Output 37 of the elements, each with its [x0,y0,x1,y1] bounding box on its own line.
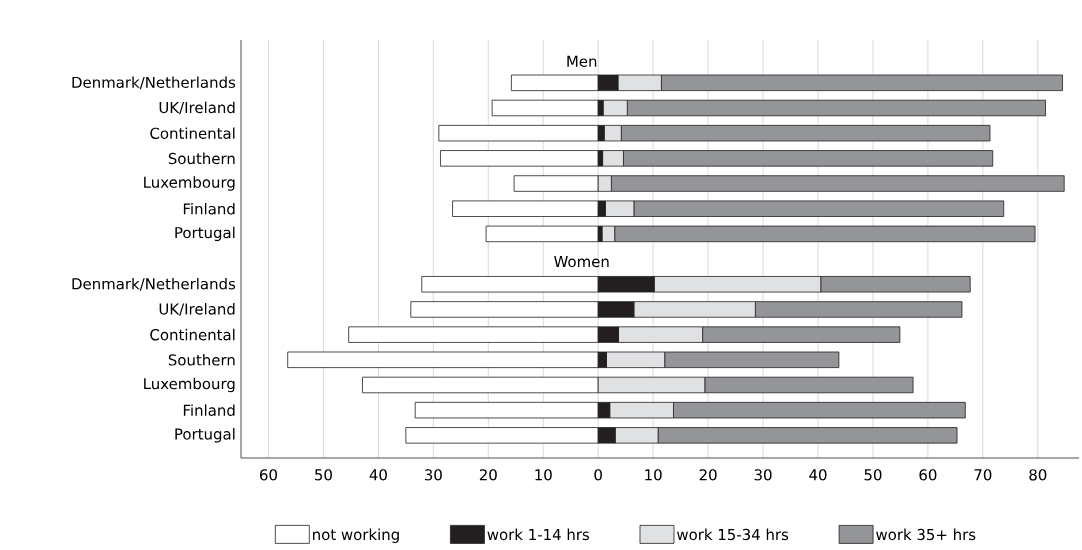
x-tick-label: 60 [260,469,277,481]
legend-label: not working [313,528,399,544]
bar [440,150,599,167]
y-tick-label: Finland [183,202,235,215]
x-tick-label: 30 [424,469,442,481]
x-tick-label: 50 [864,469,882,481]
y-tick-label: Portugal [175,428,235,443]
y-tick-label: Portugal [175,226,235,242]
y-tick-label: UK/Ireland [159,303,235,316]
y-tick-label: Continental [150,328,235,341]
y-tick-label: Southern [168,354,235,366]
y-tick-label: Denmark/Netherlands [72,76,236,90]
x-tick-label: 40 [809,469,827,481]
y-tick-label: Luxembourg [144,377,235,393]
x-tick-label: 80 [1029,469,1047,481]
y-tick-label: Continental [150,127,235,139]
x-tick-label: 20 [699,469,717,481]
text: Men [567,55,597,67]
x-tick-label: 0 [594,469,602,481]
y-tick-label: Luxembourg [144,176,235,191]
x-tick-label: 20 [479,469,497,481]
y-tick-label: Finland [183,404,235,416]
annotation: Women [554,256,609,268]
x-tick-label: 50 [315,469,332,481]
y-tick-label: Southern [168,152,235,165]
x-tick-label: 70 [974,469,992,481]
bar [485,225,599,243]
x-tick-label: 10 [535,469,552,481]
x-tick-label: 30 [754,469,772,481]
legend-label: work 1-14 hrs [487,528,590,541]
legend-label: work 35+ hrs [876,528,976,541]
x-tick-label: 60 [919,469,937,481]
y-tick-label: UK/Ireland [159,101,235,115]
y-tick-label: Denmark/Netherlands [72,277,236,291]
legend-label: work 15-34 hrs [677,528,789,541]
x-tick-label: 40 [369,469,387,481]
x-tick-label: 10 [645,469,662,481]
